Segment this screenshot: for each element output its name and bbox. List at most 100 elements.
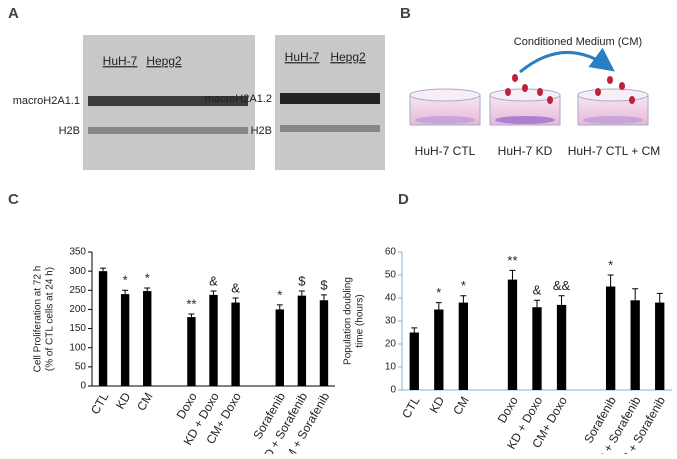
panel-letter: A — [8, 5, 19, 22]
error-bar — [509, 269, 516, 280]
y-tick-label: 300 — [69, 266, 86, 277]
significance-mark: ** — [186, 296, 196, 311]
bar — [209, 294, 218, 386]
y-tick-label: 250 — [69, 285, 86, 296]
y-tick-label: 10 — [385, 362, 397, 373]
significance-mark: * — [123, 273, 128, 288]
group-label: HuH-7 — [103, 54, 138, 68]
y-tick-label: 50 — [385, 270, 397, 281]
error-bar — [298, 290, 305, 296]
significance-mark: * — [277, 287, 282, 302]
bar — [458, 302, 469, 390]
bar — [655, 302, 665, 390]
bar — [434, 309, 444, 390]
bar — [605, 286, 616, 390]
y-axis-label: Cell Proliferation at 72 h — [33, 266, 44, 373]
error-bar — [632, 288, 639, 301]
band — [88, 96, 248, 106]
error-bar — [210, 290, 217, 295]
y-tick-label: 0 — [390, 385, 396, 396]
bar — [630, 300, 640, 390]
y-axis-label: Population doubling — [343, 277, 354, 365]
error-bar — [534, 299, 540, 308]
y-tick-label: 350 — [69, 247, 86, 258]
arrow-label: Conditioned Medium (CM) — [514, 36, 642, 48]
significance-mark: $ — [320, 277, 328, 292]
significance-mark: * — [436, 285, 441, 300]
protein-label: macroH2A1.1 — [13, 95, 80, 107]
band — [88, 127, 248, 134]
y-tick-label: 60 — [385, 247, 397, 258]
significance-mark: * — [461, 278, 466, 293]
dish — [409, 88, 481, 126]
bar — [143, 291, 152, 386]
x-tick-label: CM — [450, 394, 471, 417]
y-tick-label: 150 — [69, 323, 86, 334]
error-bar — [607, 274, 614, 287]
group-label: Hepg2 — [146, 54, 182, 68]
arrow — [519, 47, 615, 74]
significance-mark: ** — [507, 253, 517, 268]
protein-label: H2B — [59, 125, 80, 137]
significance-mark: $ — [298, 273, 306, 288]
bar — [319, 300, 329, 386]
y-tick-label: 0 — [80, 381, 86, 392]
y-tick-label: 40 — [385, 293, 397, 304]
error-bar — [144, 287, 151, 292]
error-bar — [100, 267, 107, 272]
bar — [275, 309, 284, 386]
bar — [409, 332, 419, 390]
y-tick-label: 20 — [385, 339, 397, 350]
significance-mark: && — [553, 278, 571, 293]
significance-mark: & — [231, 280, 240, 295]
bar — [231, 302, 240, 386]
x-tick-label: KD — [427, 394, 448, 416]
y-axis-label: time (hours) — [355, 294, 366, 347]
y-axis-label: (% of CTL cells at 24 h) — [45, 267, 56, 371]
bar — [187, 317, 196, 386]
panel-letter: D — [398, 191, 409, 208]
bar — [532, 307, 542, 390]
bar — [507, 279, 518, 390]
x-tick-label: CTL — [399, 394, 423, 421]
panel-letter: C — [8, 191, 19, 208]
dish-label: HuH-7 CTL — [415, 144, 476, 158]
error-bar — [411, 327, 418, 333]
error-bar — [122, 289, 129, 295]
y-tick-label: 50 — [75, 361, 87, 372]
y-tick-label: 30 — [385, 316, 397, 327]
dish-label: HuH-7 KD — [498, 144, 553, 158]
x-tick-label: KD — [113, 390, 134, 412]
dish — [577, 76, 649, 126]
y-tick-label: 100 — [69, 342, 86, 353]
bar — [297, 295, 307, 386]
error-bar — [558, 295, 565, 305]
significance-mark: * — [608, 257, 613, 272]
x-tick-label: CM — [134, 390, 155, 413]
protein-label: H2B — [251, 125, 272, 137]
significance-mark: & — [209, 273, 218, 288]
x-tick-label: CTL — [88, 390, 112, 417]
significance-mark: * — [145, 270, 150, 285]
error-bar — [232, 297, 239, 303]
error-bar — [320, 294, 327, 301]
bar — [556, 304, 567, 390]
error-bar — [656, 292, 663, 303]
protein-label: macroH2A1.2 — [205, 93, 272, 105]
significance-mark: & — [533, 283, 542, 298]
dish-label: HuH-7 CTL + CM — [568, 144, 661, 158]
group-label: Hepg2 — [330, 50, 366, 64]
band — [280, 125, 380, 132]
bar — [98, 271, 108, 386]
error-bar — [435, 302, 442, 310]
panel-letter: B — [400, 5, 411, 22]
band — [280, 93, 380, 104]
y-tick-label: 200 — [69, 304, 86, 315]
bar — [120, 294, 130, 386]
error-bar — [276, 304, 283, 310]
error-bar — [460, 295, 467, 303]
error-bar — [188, 313, 195, 318]
group-label: HuH-7 — [285, 50, 320, 64]
dish — [489, 74, 561, 126]
